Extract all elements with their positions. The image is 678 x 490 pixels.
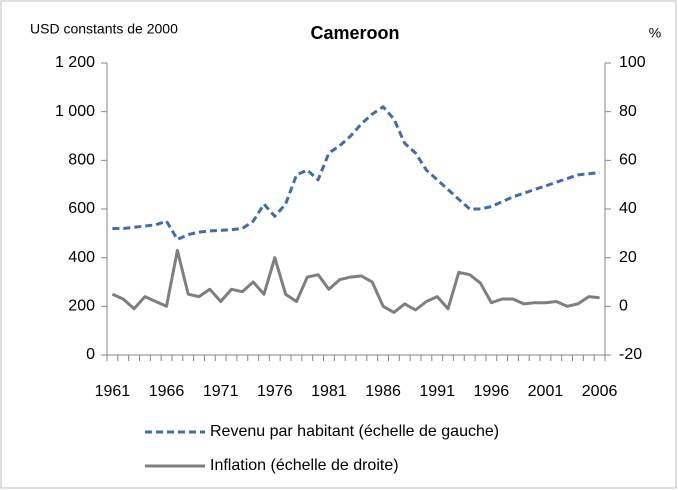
x-tick-label: 1961 [95, 383, 131, 400]
y2-axis-label: % [649, 25, 661, 41]
y-axis-label: USD constants de 2000 [30, 21, 178, 37]
y2-tick-label: 40 [619, 200, 637, 217]
x-tick-label: 1996 [474, 383, 510, 400]
y-tick-label: 1 200 [55, 54, 95, 71]
x-tick-label: 2001 [528, 383, 564, 400]
x-tick-label: 1971 [203, 383, 239, 400]
chart-title: Cameroon [310, 23, 399, 43]
x-tick-label: 1986 [365, 383, 401, 400]
y-tick-label: 1 000 [55, 103, 95, 120]
x-tick-label: 1991 [419, 383, 455, 400]
legend-label: Inflation (échelle de droite) [210, 457, 399, 474]
y2-tick-label: 100 [619, 54, 646, 71]
line-series [111, 248, 600, 314]
y-tick-label: 600 [68, 200, 95, 217]
y2-tick-label: -20 [619, 346, 642, 363]
y2-tick-label: 80 [619, 103, 637, 120]
x-tick-label: 1966 [149, 383, 185, 400]
line-series [112, 105, 600, 241]
x-tick-label: 1981 [311, 383, 347, 400]
y-tick-label: 400 [68, 249, 95, 266]
x-tick-label: 2006 [582, 383, 618, 400]
legend-label: Revenu par habitant (échelle de gauche) [210, 423, 499, 440]
y-tick-label: 200 [68, 298, 95, 315]
y-tick-label: 0 [86, 346, 95, 363]
y2-tick-label: 60 [619, 152, 637, 169]
x-tick-label: 1976 [257, 383, 293, 400]
y-tick-label: 800 [68, 152, 95, 169]
y2-tick-label: 0 [619, 298, 628, 315]
y2-tick-label: 20 [619, 249, 637, 266]
